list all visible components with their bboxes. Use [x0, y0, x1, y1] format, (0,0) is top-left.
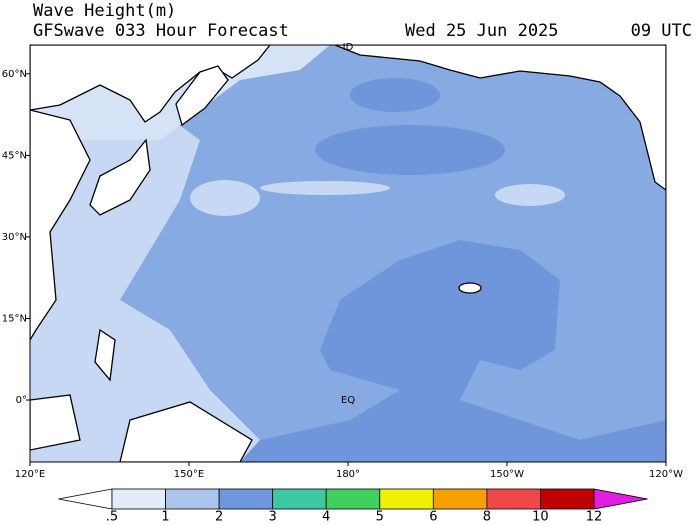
land-hawaii — [458, 282, 482, 294]
colorbar-label: 12 — [586, 510, 603, 525]
date: Wed 25 Jun 2025 — [405, 21, 559, 41]
light-area — [77, 311, 133, 339]
colorbar-segment — [272, 488, 327, 510]
subtitle: GFSwave 033 Hour Forecast — [33, 21, 289, 41]
time: 09 UTC — [631, 21, 692, 41]
colorbar-label: 5 — [376, 510, 384, 525]
colorbar-label: .5 — [106, 510, 118, 525]
colorbar-segment — [486, 488, 541, 510]
land-kamchatka — [175, 65, 229, 127]
land-philippines — [94, 328, 116, 382]
lat-tick-label: 0° — [16, 395, 27, 406]
lon-tick-label: 180° — [336, 469, 360, 480]
dark-area — [315, 125, 505, 175]
light-area — [190, 180, 260, 216]
lat-tick-label: 15°N — [2, 313, 27, 324]
dark-area — [240, 240, 666, 462]
lon-tick-label: 120°W — [649, 469, 683, 480]
dateline-label: ID — [343, 42, 354, 53]
colorbar-under — [58, 488, 113, 510]
colorbar-label: 2 — [215, 510, 223, 525]
land-siberia — [30, 45, 271, 123]
colorbar-over — [593, 488, 648, 510]
light-area — [495, 184, 565, 206]
lon-tick-label: 120°E — [15, 469, 45, 480]
colorbar-label: 6 — [429, 510, 437, 525]
colorbar-segment — [165, 488, 220, 510]
title: Wave Height(m) — [33, 1, 176, 21]
light-area — [30, 90, 260, 462]
colorbar-segment — [325, 488, 381, 510]
dark-area — [350, 78, 440, 112]
colorbar-segment — [218, 488, 274, 510]
map — [30, 45, 666, 462]
colorbar-segment — [432, 488, 488, 510]
colorbar-segment — [540, 488, 595, 510]
land-alaska — [334, 45, 666, 191]
lon-tick-label: 150°W — [490, 469, 524, 480]
colorbar-label: 10 — [532, 510, 549, 525]
land-asia — [30, 109, 91, 342]
colorbar-label: 8 — [483, 510, 491, 525]
colorbar-label: 1 — [161, 510, 169, 525]
equator-label: EQ — [341, 395, 355, 406]
colorbar-label: 4 — [322, 510, 330, 525]
colorbar-segment — [111, 488, 166, 510]
land-japan — [89, 138, 151, 216]
land-new-guinea — [119, 401, 253, 462]
colorbar-segment — [379, 488, 434, 510]
land-borneo — [30, 394, 81, 451]
lat-tick-label: 60°N — [2, 69, 27, 80]
lat-tick-label: 30°N — [2, 232, 27, 243]
lon-tick-label: 150°E — [174, 469, 204, 480]
light-area — [260, 181, 390, 195]
colorbar-label: 3 — [269, 510, 277, 525]
lat-tick-label: 45°N — [2, 150, 27, 161]
